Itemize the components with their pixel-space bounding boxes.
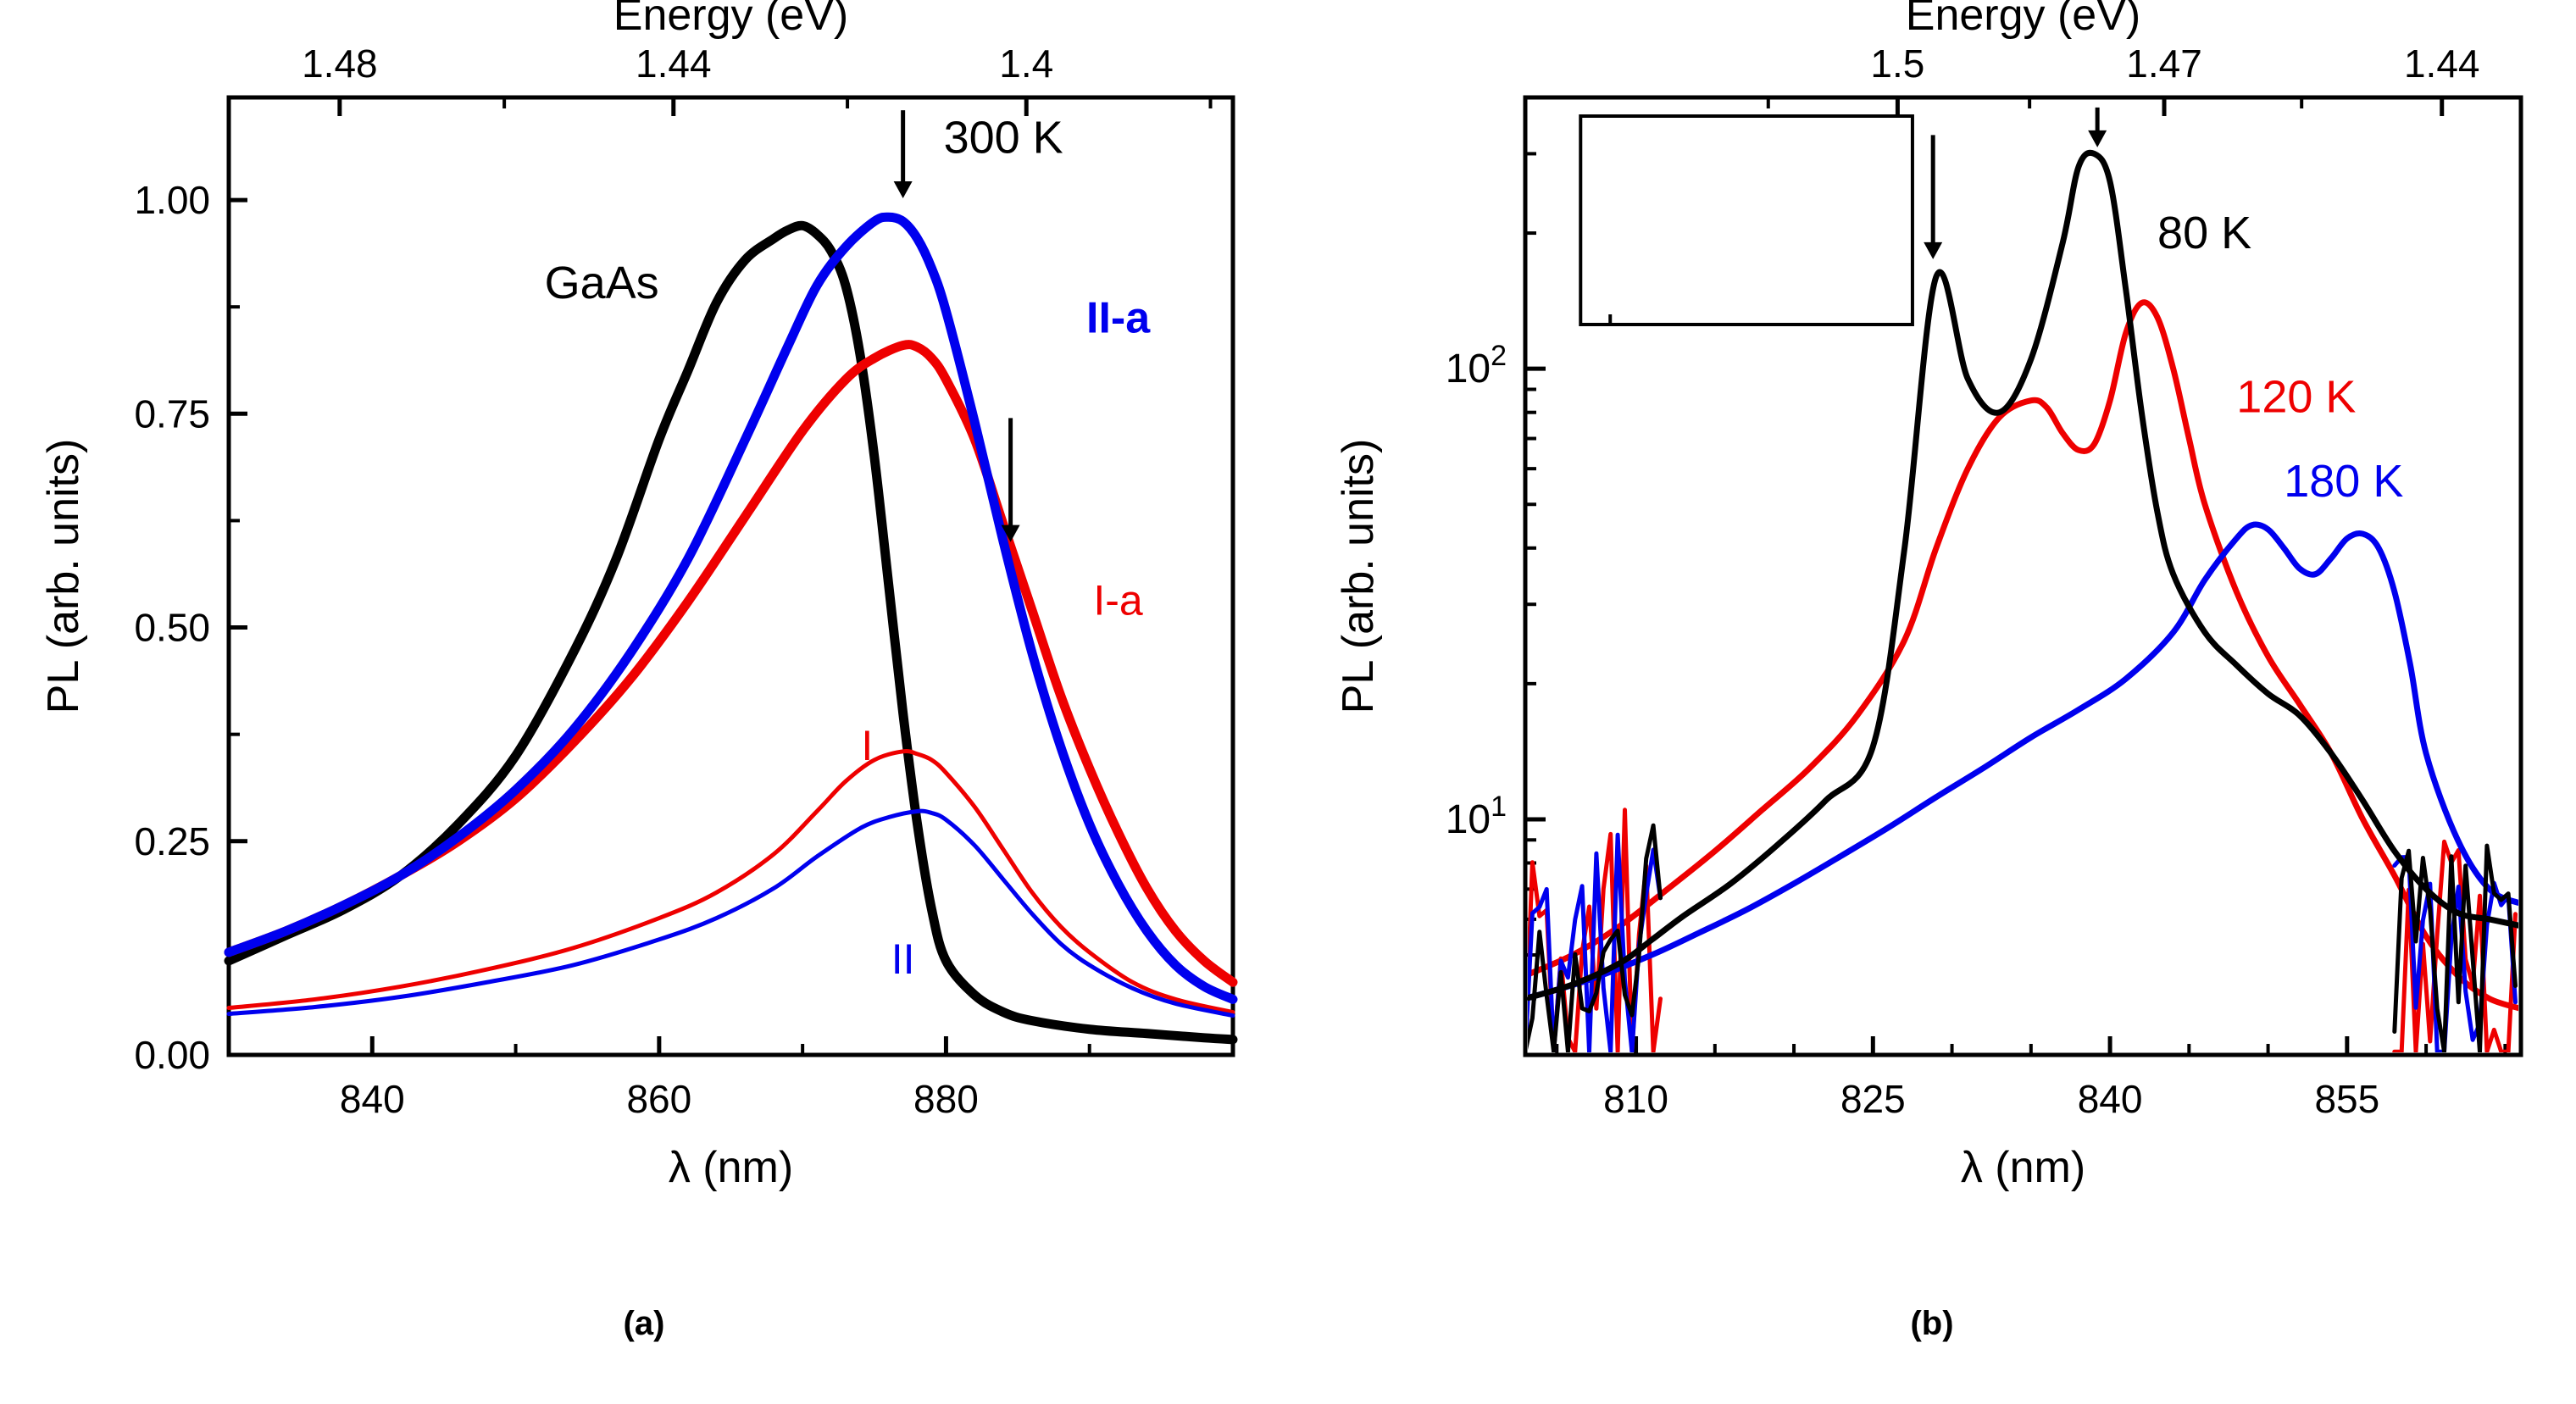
x-tick-label: 825: [1840, 1077, 1906, 1121]
panel-b-caption: (b): [1288, 1305, 2576, 1343]
y-tick-label: 0.00: [134, 1033, 210, 1077]
label-80k: 80 K: [2157, 208, 2251, 258]
top-tick-label: 1.44: [2404, 42, 2480, 86]
y-tick-label: 101: [1446, 791, 1507, 842]
top-tick-label: 1.47: [2126, 42, 2202, 86]
panel-a-caption: (a): [0, 1305, 1288, 1343]
panel-a-plot: 840 860 880 1.00 0.75 0.50 0.25 0.00 1.48 1.44 1.4…: [0, 0, 1288, 1288]
inset-frame: [1580, 116, 1913, 325]
top-axis-title: Energy (eV): [1906, 0, 2140, 40]
y-tick-label: 0.75: [134, 391, 210, 436]
top-tick-label: 1.4: [999, 42, 1053, 86]
top-tick-label: 1.48: [302, 42, 378, 86]
y-tick-exponent: 1: [1491, 791, 1507, 823]
inset-group: [1580, 116, 1913, 325]
top-axis-title: Energy (eV): [613, 0, 848, 40]
x-tick-label: 840: [340, 1077, 405, 1121]
x-tick-label: 840: [2078, 1077, 2143, 1121]
label-gaas: GaAs: [545, 258, 659, 308]
y-tick-label: 1.00: [134, 178, 210, 222]
y-axis-title: PL (arb. units): [1334, 439, 1383, 714]
label-120k: 120 K: [2236, 372, 2356, 423]
x-tick-label: 860: [626, 1077, 691, 1121]
y-tick-exponent: 2: [1491, 340, 1507, 372]
panel-a: 840 860 880 1.00 0.75 0.50 0.25 0.00 1.48 1.44 1.4…: [0, 0, 1288, 1404]
top-tick-label: 1.5: [1870, 42, 1924, 86]
y-tick-label: 0.25: [134, 819, 210, 863]
y-tick-label: 102: [1446, 340, 1507, 391]
top-tick-label: 1.44: [636, 42, 712, 86]
label-ii-a: II-a: [1086, 293, 1151, 342]
x-tick-label: 880: [913, 1077, 979, 1121]
panel-b-plot: 810 825 840 855 102 101 1.5 1.47 1.44 Energy (eV)…: [1288, 0, 2576, 1288]
y-axis-title: PL (arb. units): [39, 439, 88, 714]
label-i: I: [861, 722, 873, 769]
figure-root: 840 860 880 1.00 0.75 0.50 0.25 0.00 1.48 1.44 1.4…: [0, 0, 2576, 1404]
bottom-axis-title: λ (nm): [669, 1143, 793, 1192]
bottom-axis-title: λ (nm): [1961, 1143, 2085, 1192]
label-180k: 180 K: [2284, 456, 2403, 507]
label-i-a: I-a: [1093, 576, 1143, 624]
panel-b: 810 825 840 855 102 101 1.5 1.47 1.44 Energy (eV)…: [1288, 0, 2576, 1404]
x-tick-label: 810: [1603, 1077, 1668, 1121]
x-tick-label: 855: [2314, 1077, 2379, 1121]
y-tick-label: 0.50: [134, 606, 210, 650]
label-ii: II: [891, 935, 915, 983]
label-temperature: 300 K: [944, 113, 1063, 164]
